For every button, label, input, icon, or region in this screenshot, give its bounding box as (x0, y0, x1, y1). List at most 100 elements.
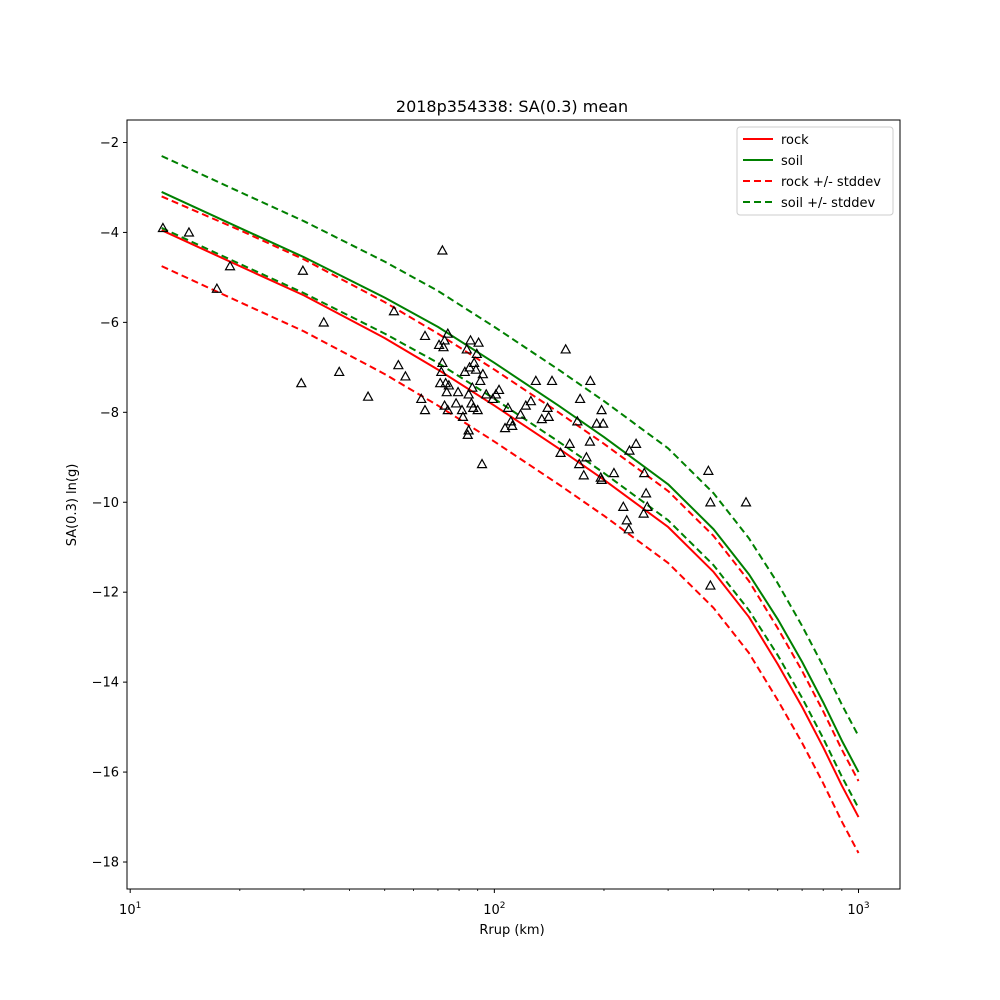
observation-point (525, 395, 537, 406)
observation-point (442, 327, 454, 338)
legend: rock soil rock +/- stddev soil +/- stddev (736, 126, 894, 216)
observation-point (436, 357, 448, 368)
observation-point (560, 343, 572, 354)
observation-point (506, 420, 518, 430)
observation-point (392, 359, 404, 370)
observation-point (476, 458, 488, 469)
observation-point (443, 379, 455, 390)
observation-point (439, 399, 451, 410)
observation-point (573, 458, 585, 469)
y-tick-label: −2 (100, 136, 119, 151)
y-axis-label: SA(0.3) ln(g) (65, 464, 80, 547)
y-tick-label: −12 (92, 586, 119, 601)
x-tick-label: 102 (483, 901, 505, 918)
observation-point (211, 282, 223, 293)
legend-label-rock: rock (781, 133, 809, 148)
observation-point (474, 375, 486, 386)
observation-point (499, 422, 511, 433)
observation-point (641, 501, 653, 511)
observation-point (464, 334, 477, 345)
x-tick-label: 103 (847, 901, 869, 918)
observation-point (318, 316, 330, 327)
observation-point (584, 435, 596, 446)
y-axis: −2 −4 −6 −8 −10 −12 −14 −16 −18 (92, 136, 127, 871)
observation-point (470, 363, 482, 374)
observation-point (621, 514, 633, 525)
observation-point (477, 368, 489, 379)
x-tick-label: 101 (119, 901, 141, 918)
observation-point (623, 444, 635, 455)
observation-point (740, 496, 752, 507)
legend-label-soil: soil (781, 154, 803, 169)
observation-point (597, 417, 609, 428)
observation-point (536, 413, 548, 424)
observation-point (435, 366, 447, 377)
legend-items: rock soil rock +/- stddev soil +/- stddev (743, 133, 881, 211)
observation-point (467, 402, 479, 413)
observation-point (295, 377, 307, 388)
observation-point (362, 390, 374, 401)
observation-point (555, 447, 567, 457)
observation-point (468, 357, 480, 368)
legend-label-rock-stddev: rock +/- stddev (781, 175, 881, 190)
observation-point (530, 375, 542, 386)
observation-point (584, 375, 596, 386)
observation-point (441, 386, 453, 397)
series-line-band-3 (161, 265, 860, 854)
observation-point (461, 343, 473, 354)
observation-point (183, 226, 195, 237)
observation-point (439, 334, 451, 345)
observation-point (596, 404, 608, 415)
observation-point (333, 366, 345, 377)
observation-point (542, 402, 554, 413)
chart-title: 2018p354338: SA(0.3) mean (396, 97, 628, 116)
observation-point (463, 388, 475, 399)
observation-point (515, 408, 527, 419)
y-tick-label: −16 (92, 766, 119, 781)
observation-point (704, 496, 716, 507)
y-tick-label: −18 (92, 856, 119, 871)
observation-point (574, 393, 586, 404)
observation-point (578, 469, 590, 480)
observation-point (415, 393, 427, 404)
observation-point (419, 404, 431, 415)
plot-frame (126, 119, 901, 890)
observation-point (471, 348, 483, 359)
y-tick-label: −6 (100, 316, 119, 331)
observation-point (452, 386, 464, 397)
observation-point (450, 397, 462, 408)
observation-point (623, 523, 635, 534)
observation-point (224, 260, 236, 271)
observation-point (473, 336, 485, 347)
x-axis: 101 102 103 (119, 889, 870, 918)
observation-point (638, 507, 650, 518)
observation-point (617, 501, 629, 511)
observation-point (472, 404, 484, 415)
observation-point (596, 474, 608, 484)
x-axis-label: Rrup (km) (479, 923, 544, 938)
observation-point (704, 579, 716, 590)
observation-point (436, 244, 448, 255)
observation-point (580, 451, 592, 462)
y-tick-label: −4 (100, 226, 119, 241)
series-line-soil-stddev (161, 155, 860, 737)
observation-point (638, 467, 650, 478)
observation-point (437, 341, 450, 352)
observation-point (543, 411, 555, 422)
observation-point (399, 370, 411, 381)
observation-point (502, 402, 514, 413)
observation-point (434, 377, 446, 388)
legend-box (736, 126, 894, 216)
y-tick-label: −14 (92, 676, 119, 691)
observation-point (571, 415, 583, 426)
observation-point (388, 305, 400, 316)
observation-point (419, 330, 431, 341)
series-line-soil (161, 191, 860, 773)
observation-point (297, 264, 309, 275)
observation-point (564, 438, 576, 448)
y-tick-label: −10 (92, 496, 119, 511)
plot-area (157, 155, 860, 854)
observation-point (463, 424, 475, 435)
observation-point (591, 417, 603, 428)
